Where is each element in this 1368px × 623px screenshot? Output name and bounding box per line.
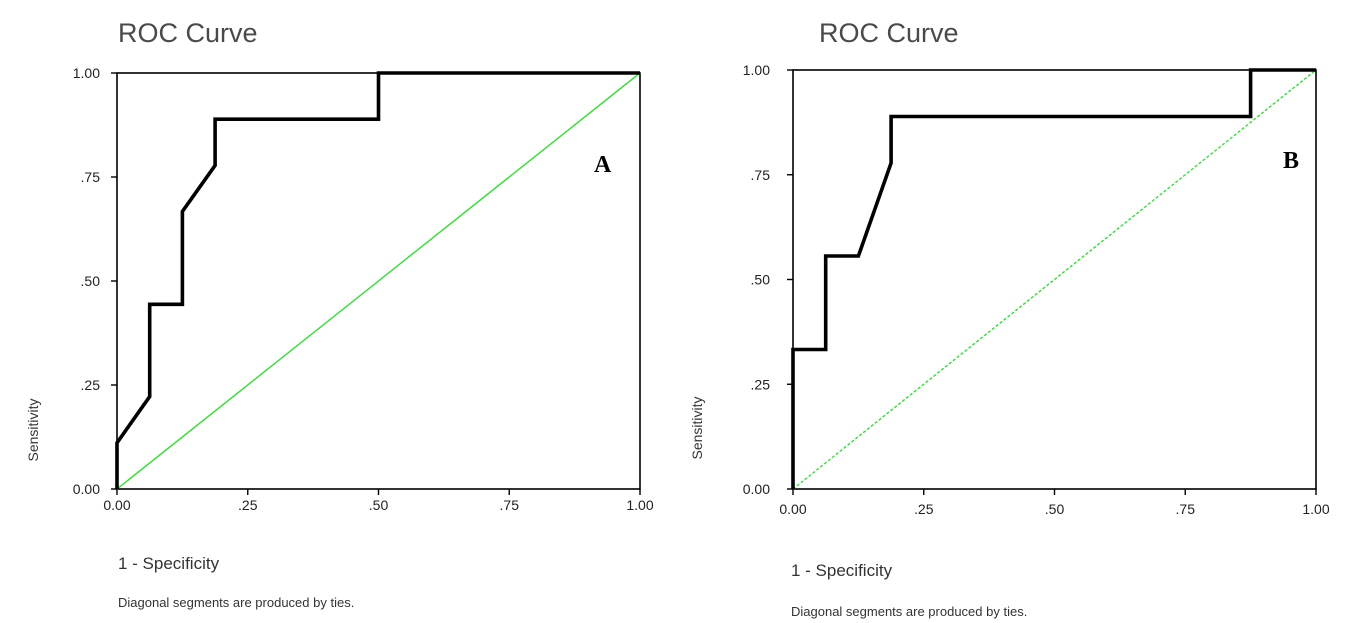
roc-chart-a-svg: ROC Curve A Sensitivity 1 - Specificity … — [25, 18, 654, 610]
roc-curve-line — [791, 68, 1316, 489]
x-tick-label: .75 — [500, 497, 520, 513]
x-tick-label: .25 — [238, 497, 258, 513]
panel-letter: A — [594, 152, 612, 178]
y-tick-label: .25 — [81, 377, 101, 393]
y-tick-label: .50 — [81, 273, 101, 289]
roc-chart-a: ROC Curve A Sensitivity 1 - Specificity … — [25, 18, 654, 610]
x-axis-label: 1 - Specificity — [118, 554, 220, 573]
footnote: Diagonal segments are produced by ties. — [791, 604, 1027, 619]
x-tick-label: 0.00 — [103, 497, 130, 513]
reference-diagonal-line — [792, 69, 1317, 490]
x-axis-label: 1 - Specificity — [791, 561, 893, 580]
y-axis-label: Sensitivity — [25, 398, 41, 461]
roc-chart-b-svg: ROC Curve B Sensitivity 1 - Specificity … — [689, 18, 1330, 619]
y-tick-label: .25 — [751, 376, 771, 392]
x-tick-label: 1.00 — [626, 497, 653, 513]
x-tick-label: 1.00 — [1302, 501, 1329, 517]
footnote: Diagonal segments are produced by ties. — [118, 595, 354, 610]
y-tick-label: 0.00 — [743, 481, 770, 497]
x-tick-label: .50 — [1045, 501, 1065, 517]
x-tick-label: 0.00 — [779, 501, 806, 517]
y-tick-label: .50 — [751, 272, 771, 288]
chart-title: ROC Curve — [118, 18, 258, 48]
roc-curve-line — [115, 71, 640, 489]
x-tick-label: .25 — [914, 501, 934, 517]
y-tick-label: 0.00 — [73, 481, 100, 497]
roc-chart-b: ROC Curve B Sensitivity 1 - Specificity … — [684, 0, 1368, 623]
x-tick-label: .75 — [1176, 501, 1196, 517]
panel-letter: B — [1283, 148, 1299, 174]
reference-diagonal-line — [116, 72, 641, 490]
chart-title: ROC Curve — [819, 18, 959, 48]
y-tick-label: .75 — [751, 167, 771, 183]
x-tick-label: .50 — [369, 497, 389, 513]
y-axis-label: Sensitivity — [689, 396, 705, 459]
y-tick-label: 1.00 — [73, 65, 100, 81]
y-tick-label: 1.00 — [743, 62, 770, 78]
y-tick-label: .75 — [81, 169, 101, 185]
